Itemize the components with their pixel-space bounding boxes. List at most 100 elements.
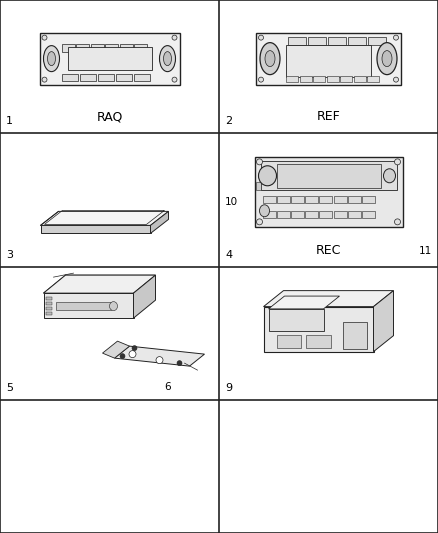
Bar bbox=[319, 196, 332, 203]
Bar bbox=[333, 212, 346, 219]
Bar bbox=[56, 302, 110, 310]
Bar bbox=[256, 33, 401, 85]
Bar bbox=[362, 196, 375, 203]
Ellipse shape bbox=[393, 35, 399, 40]
Polygon shape bbox=[40, 225, 151, 233]
Bar bbox=[307, 335, 331, 348]
Bar bbox=[308, 37, 326, 45]
Bar bbox=[333, 196, 346, 203]
Bar bbox=[264, 306, 374, 352]
Bar bbox=[291, 196, 304, 203]
Ellipse shape bbox=[132, 345, 137, 351]
Bar bbox=[98, 74, 113, 80]
Ellipse shape bbox=[377, 43, 397, 75]
Ellipse shape bbox=[257, 219, 262, 225]
Bar bbox=[362, 212, 375, 219]
Bar bbox=[116, 74, 131, 80]
Bar bbox=[254, 157, 403, 227]
Polygon shape bbox=[43, 293, 134, 318]
Bar bbox=[61, 74, 78, 80]
Polygon shape bbox=[114, 346, 205, 366]
Ellipse shape bbox=[129, 351, 136, 358]
Text: 1: 1 bbox=[6, 116, 13, 126]
Bar bbox=[305, 196, 318, 203]
Polygon shape bbox=[151, 212, 169, 233]
Bar bbox=[67, 47, 152, 70]
Bar bbox=[277, 212, 290, 219]
Ellipse shape bbox=[395, 219, 400, 225]
Bar bbox=[262, 212, 276, 219]
Bar bbox=[343, 322, 367, 349]
Bar bbox=[348, 196, 361, 203]
Ellipse shape bbox=[172, 77, 177, 82]
Ellipse shape bbox=[159, 46, 176, 71]
Polygon shape bbox=[40, 212, 169, 225]
Bar bbox=[305, 212, 318, 219]
Polygon shape bbox=[264, 290, 393, 306]
Bar bbox=[367, 76, 379, 82]
Bar bbox=[276, 164, 381, 188]
Ellipse shape bbox=[163, 52, 172, 66]
Bar bbox=[277, 196, 290, 203]
Bar bbox=[105, 44, 118, 52]
Ellipse shape bbox=[382, 51, 392, 67]
Bar bbox=[39, 33, 180, 85]
Text: 3: 3 bbox=[6, 249, 13, 260]
Bar bbox=[120, 44, 133, 52]
Text: 10: 10 bbox=[225, 197, 238, 207]
Bar bbox=[300, 76, 311, 82]
Ellipse shape bbox=[110, 302, 117, 311]
Bar bbox=[291, 212, 304, 219]
Text: 9: 9 bbox=[225, 383, 232, 393]
Ellipse shape bbox=[260, 43, 280, 75]
Bar bbox=[46, 302, 52, 305]
Ellipse shape bbox=[384, 169, 396, 183]
Bar bbox=[286, 45, 371, 77]
Bar bbox=[277, 335, 301, 348]
Ellipse shape bbox=[47, 52, 56, 66]
Bar bbox=[61, 44, 74, 52]
Bar bbox=[91, 44, 103, 52]
Polygon shape bbox=[102, 341, 130, 358]
Bar bbox=[134, 74, 149, 80]
Ellipse shape bbox=[258, 35, 264, 40]
Bar bbox=[368, 37, 386, 45]
Bar bbox=[328, 37, 346, 45]
Text: REF: REF bbox=[317, 110, 340, 123]
Bar bbox=[76, 44, 89, 52]
Bar bbox=[313, 76, 325, 82]
Ellipse shape bbox=[393, 77, 399, 82]
Ellipse shape bbox=[257, 159, 262, 165]
Polygon shape bbox=[134, 275, 155, 318]
Ellipse shape bbox=[42, 35, 47, 40]
Bar bbox=[255, 182, 261, 190]
Bar bbox=[348, 212, 361, 219]
Polygon shape bbox=[374, 290, 393, 352]
Text: RAQ: RAQ bbox=[96, 110, 123, 123]
Ellipse shape bbox=[259, 205, 269, 217]
Bar bbox=[134, 44, 147, 52]
Polygon shape bbox=[43, 275, 155, 293]
Bar bbox=[46, 297, 52, 300]
Bar bbox=[46, 312, 52, 315]
Ellipse shape bbox=[265, 51, 275, 67]
Bar bbox=[340, 76, 352, 82]
Bar bbox=[46, 307, 52, 310]
Text: 11: 11 bbox=[419, 246, 432, 256]
Ellipse shape bbox=[120, 353, 125, 359]
Bar bbox=[262, 196, 276, 203]
Text: 4: 4 bbox=[225, 249, 232, 260]
Ellipse shape bbox=[395, 159, 400, 165]
Text: 2: 2 bbox=[225, 116, 232, 126]
Ellipse shape bbox=[172, 35, 177, 40]
Text: 6: 6 bbox=[164, 382, 171, 392]
Bar bbox=[288, 37, 306, 45]
Bar bbox=[286, 76, 298, 82]
Ellipse shape bbox=[258, 166, 276, 186]
Bar bbox=[319, 212, 332, 219]
Bar bbox=[80, 74, 95, 80]
Bar bbox=[268, 309, 324, 332]
Bar bbox=[261, 161, 396, 190]
Polygon shape bbox=[43, 275, 155, 293]
Ellipse shape bbox=[156, 357, 163, 364]
